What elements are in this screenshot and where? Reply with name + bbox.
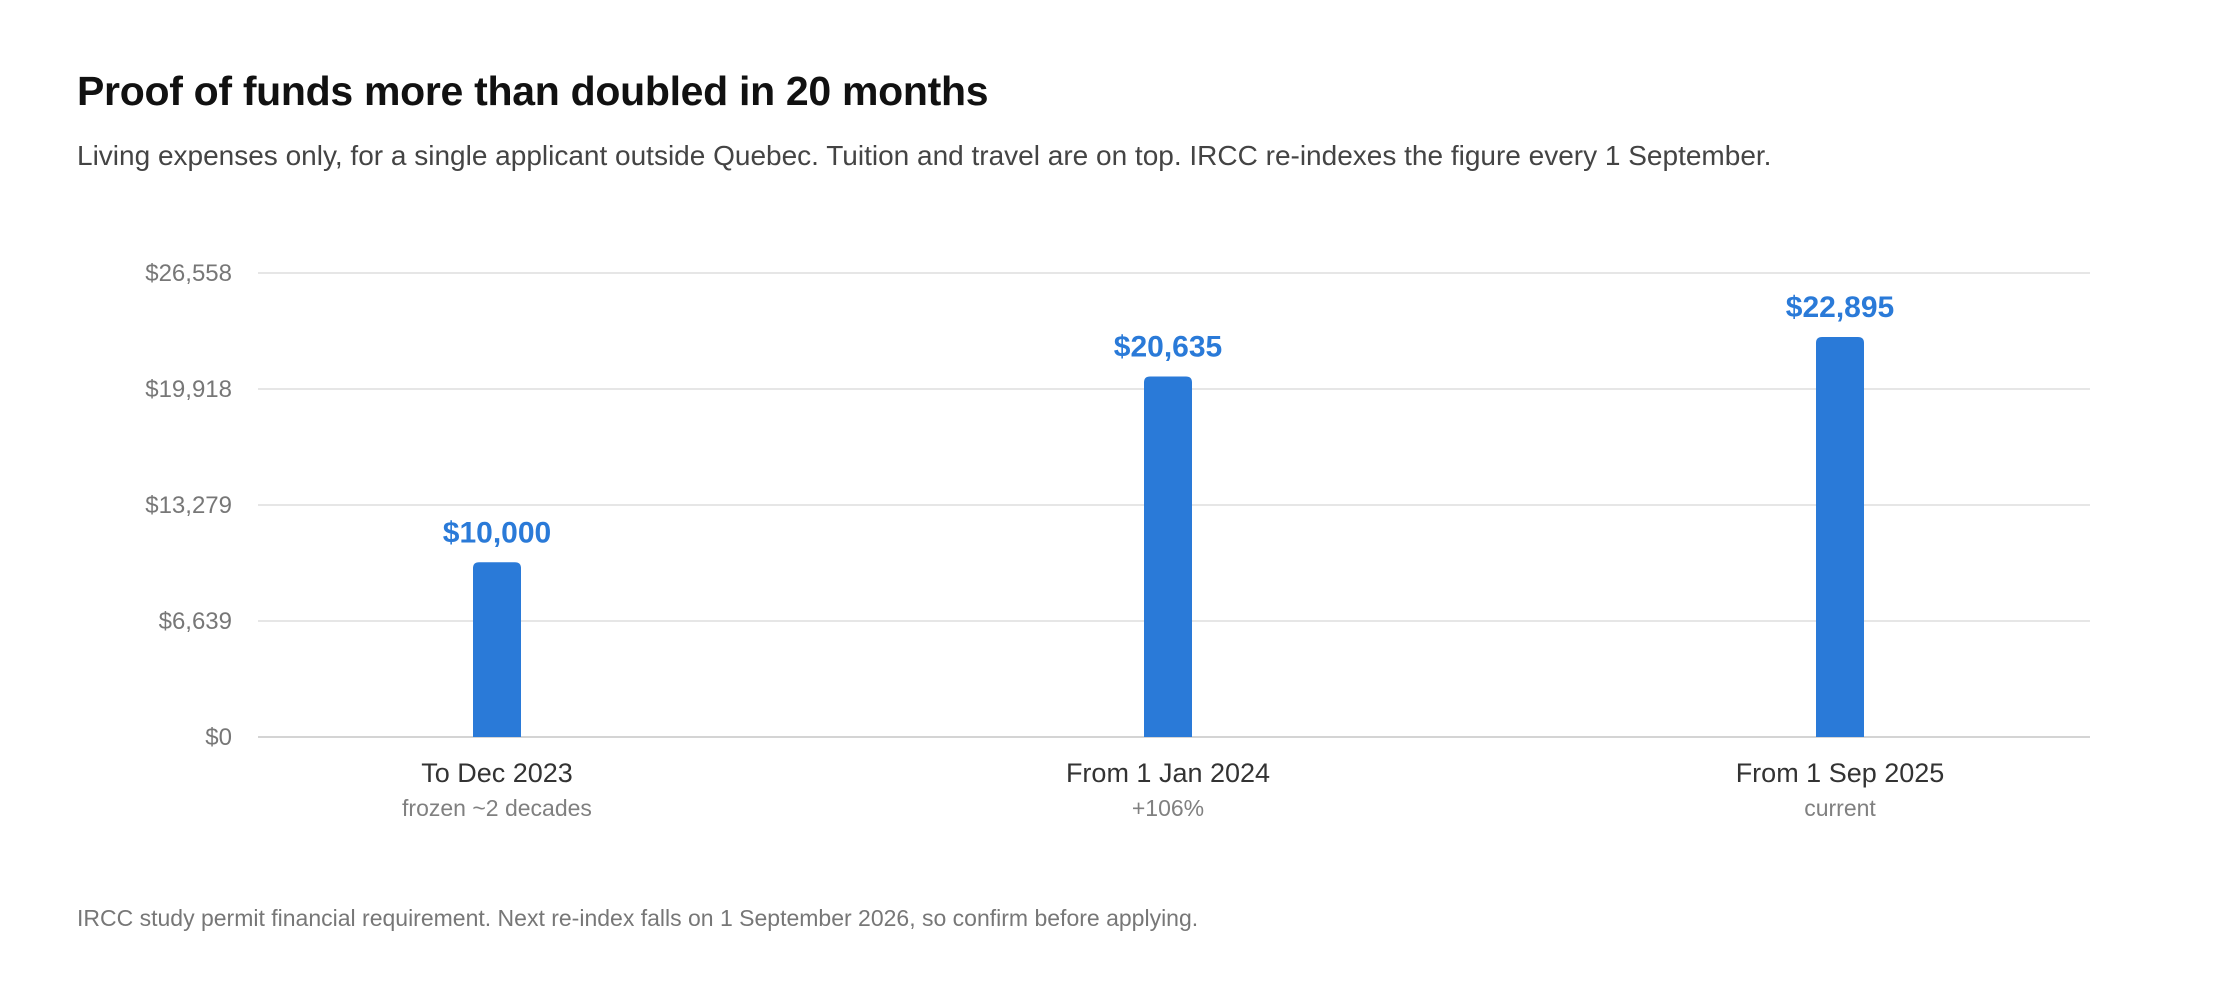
chart-subtitle: Living expenses only, for a single appli… (77, 140, 1772, 171)
bars (473, 336, 1864, 737)
chart-title: Proof of funds more than doubled in 20 m… (77, 68, 989, 114)
bar-value-label: $10,000 (443, 516, 551, 549)
x-category-sublabel: frozen ~2 decades (402, 795, 592, 821)
bar-value-label: $20,635 (1114, 330, 1222, 363)
y-axis: $0 $6,639 $13,279 $19,918 $26,558 (145, 260, 232, 751)
value-labels: $10,000 $20,635 $22,895 (443, 291, 1894, 549)
x-category-label: From 1 Sep 2025 (1736, 758, 1945, 788)
x-category-sublabel: +106% (1132, 795, 1204, 821)
x-category-label: From 1 Jan 2024 (1066, 758, 1270, 788)
x-axis: To Dec 2023 frozen ~2 decades From 1 Jan 2… (402, 758, 1944, 821)
bar (1816, 336, 1864, 737)
chart-footnote: IRCC study permit financial requirement.… (77, 905, 1199, 931)
x-category-sublabel: current (1804, 795, 1876, 821)
y-tick-label: $13,279 (145, 492, 232, 519)
x-category-label: To Dec 2023 (421, 758, 573, 788)
y-tick-label: $19,918 (145, 376, 232, 403)
y-tick-label: $26,558 (145, 260, 232, 287)
bar-value-label: $22,895 (1786, 291, 1894, 324)
y-tick-label: $0 (205, 724, 232, 751)
y-tick-label: $6,639 (159, 608, 232, 635)
bar (473, 562, 521, 737)
bar (1144, 376, 1192, 737)
